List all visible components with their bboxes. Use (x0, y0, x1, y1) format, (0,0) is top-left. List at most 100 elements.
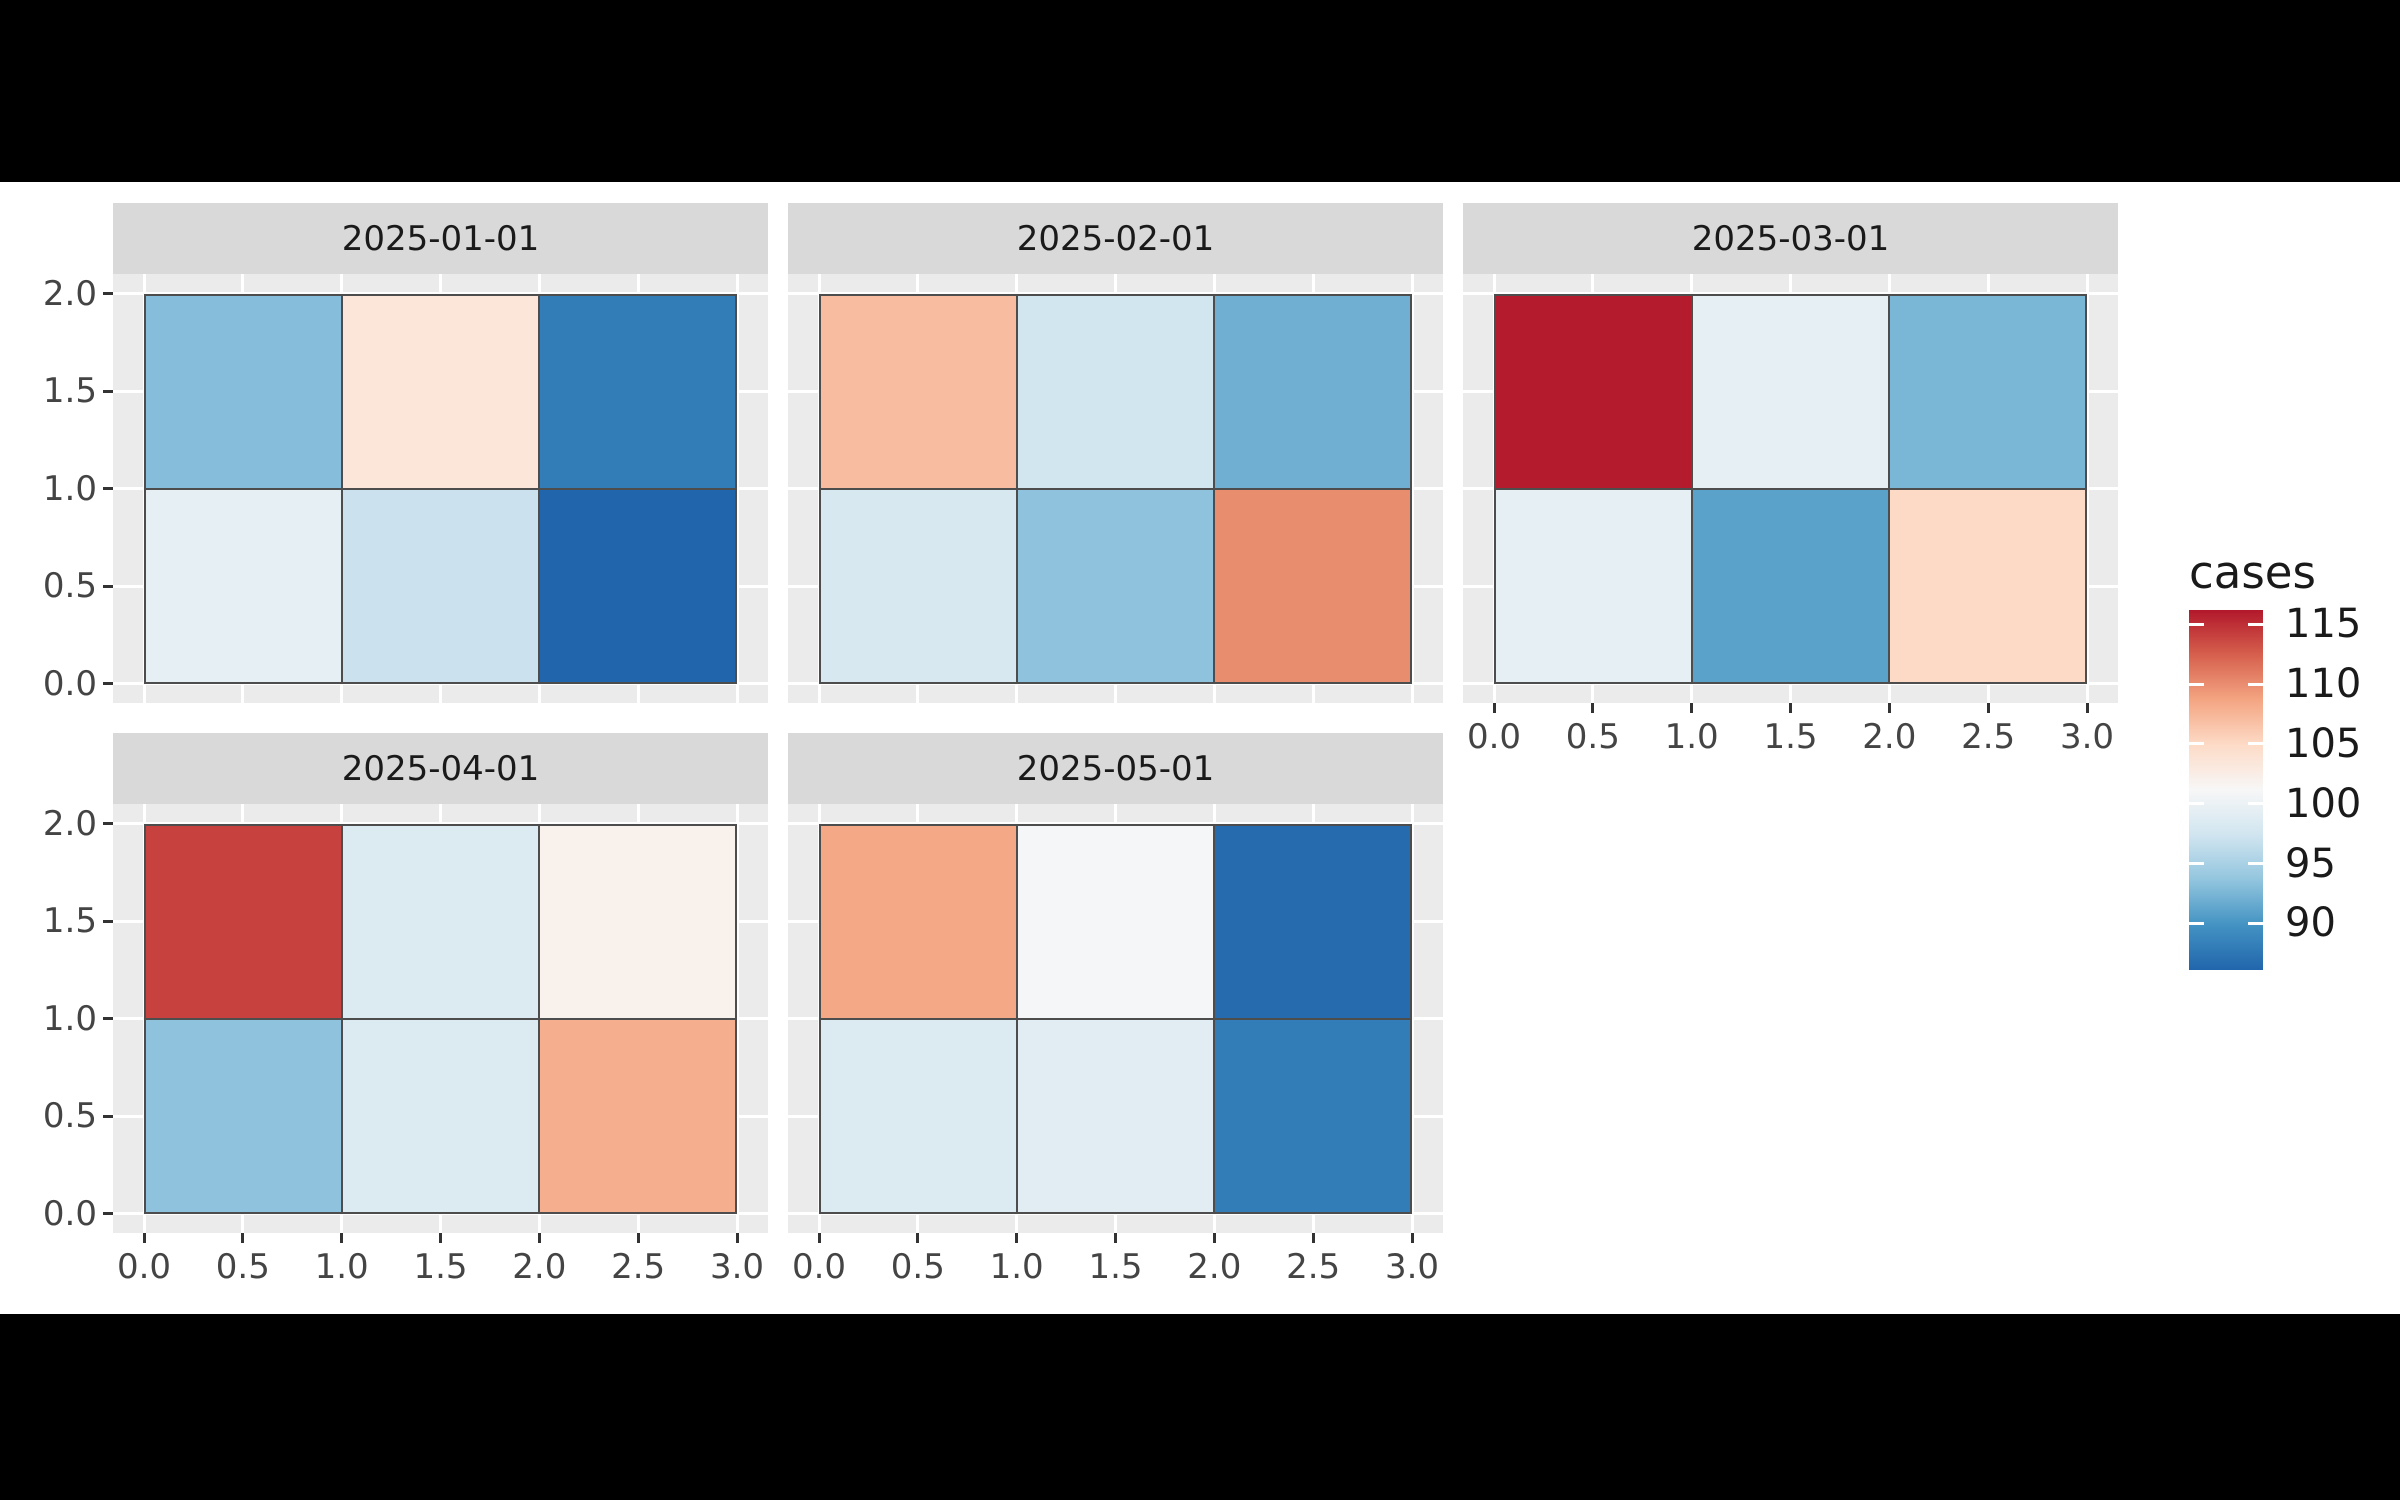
x-axis-tick (537, 1233, 541, 1243)
y-axis-tick (103, 1212, 113, 1215)
colorbar-tick-left (2189, 742, 2204, 746)
x-axis-tick (1212, 1233, 1216, 1243)
y-axis-label: 0.0 (42, 663, 97, 704)
heatmap-cell (820, 488, 1017, 683)
heatmap-cell (1214, 294, 1411, 489)
colorbar-tick-right (2248, 622, 2263, 626)
y-axis-tick (103, 1114, 113, 1118)
y-axis-tick (103, 584, 113, 588)
x-axis-label: 0.0 (1466, 717, 1522, 757)
y-axis-label: 1.0 (42, 998, 97, 1039)
x-axis-label: 1.0 (314, 1247, 369, 1287)
heatmap-cells (819, 823, 1412, 1214)
x-axis-label: 1.0 (1664, 717, 1719, 757)
x-axis-label: 2.5 (1961, 717, 2016, 757)
colorbar-label: 95 (2285, 840, 2336, 887)
x-axis-label: 2.0 (1187, 1247, 1242, 1287)
heatmap-cells (819, 293, 1412, 684)
facet-panel (113, 804, 768, 1233)
facet-title: 2025-02-01 (1016, 218, 1215, 259)
y-axis-tick (103, 682, 113, 685)
x-axis-tick (1591, 703, 1595, 713)
heatmap-cell (1214, 1018, 1411, 1213)
heatmap-cell (145, 824, 342, 1019)
x-axis-label: 3.0 (2059, 717, 2115, 757)
x-axis-tick (916, 1233, 920, 1243)
heatmap-cell (539, 488, 736, 683)
heatmap-cells (144, 823, 737, 1214)
y-axis-label: 2.0 (42, 273, 97, 314)
y-axis-label: 2.0 (42, 803, 97, 844)
x-axis-tick (1690, 703, 1694, 713)
x-axis-tick (1492, 703, 1496, 713)
x-axis-tick (1015, 1233, 1019, 1243)
y-axis-label: 1.5 (42, 901, 97, 941)
x-axis-label: 3.0 (1384, 1247, 1440, 1287)
x-axis-label: 0.5 (215, 1247, 270, 1287)
heatmap-cell (145, 294, 342, 489)
facet-panel (113, 274, 768, 703)
x-axis-label: 0.5 (1565, 717, 1620, 757)
heatmap-cell (1692, 488, 1889, 683)
x-axis-label: 1.5 (1088, 1247, 1143, 1287)
colorbar-tick-right (2248, 682, 2263, 686)
heatmap-cell (342, 294, 539, 489)
x-axis-tick (1311, 1233, 1315, 1243)
x-axis-label: 2.5 (1286, 1247, 1341, 1287)
colorbar-tick-left (2189, 802, 2204, 806)
colorbar-label: 110 (2285, 661, 2362, 708)
x-axis-tick (1986, 703, 1990, 713)
x-axis-label: 0.0 (116, 1247, 172, 1287)
x-axis-tick (2085, 703, 2089, 713)
facet-panel (788, 804, 1443, 1233)
facet-title: 2025-05-01 (1016, 748, 1215, 789)
x-axis-tick (340, 1233, 344, 1243)
facet-strip: 2025-03-01 (1463, 203, 2118, 274)
heatmap-cells (1494, 293, 2087, 684)
x-axis-tick (439, 1233, 442, 1243)
legend-title: cases (2189, 546, 2316, 599)
y-axis-label: 1.5 (42, 371, 97, 411)
facet-title: 2025-01-01 (341, 218, 540, 259)
y-axis-tick (103, 1017, 113, 1020)
gridline-y (788, 1212, 1443, 1215)
y-axis-tick (103, 292, 113, 295)
heatmap-cell (145, 488, 342, 683)
gridline-y (1463, 682, 2118, 685)
heatmap-cell (1017, 1018, 1214, 1213)
y-axis-tick (103, 822, 113, 825)
y-axis-label: 1.0 (42, 468, 97, 509)
heatmap-cell (539, 1018, 736, 1213)
x-axis-tick (1114, 1233, 1117, 1243)
heatmap-cell (1017, 294, 1214, 489)
heatmap-cell (539, 824, 736, 1019)
x-axis-label: 1.5 (1763, 717, 1818, 757)
facet-strip: 2025-04-01 (113, 733, 768, 804)
x-axis-tick (142, 1233, 146, 1243)
heatmap-cell (1214, 488, 1411, 683)
x-axis-tick (241, 1233, 245, 1243)
heatmap-cell (1495, 488, 1692, 683)
y-axis-label: 0.5 (42, 1096, 97, 1136)
heatmap-cell (1214, 824, 1411, 1019)
x-axis-tick (1789, 703, 1792, 713)
facet-strip: 2025-01-01 (113, 203, 768, 274)
x-axis-tick (817, 1233, 821, 1243)
facet-strip: 2025-05-01 (788, 733, 1443, 804)
heatmap-cell (342, 488, 539, 683)
gridline-y (113, 682, 768, 685)
x-axis-label: 1.0 (989, 1247, 1044, 1287)
x-axis-label: 0.5 (890, 1247, 945, 1287)
colorbar-label: 105 (2285, 720, 2362, 767)
y-axis-label: 0.0 (42, 1193, 97, 1234)
heatmap-cell (145, 1018, 342, 1213)
colorbar-label: 90 (2285, 900, 2336, 947)
heatmap-cell (820, 294, 1017, 489)
x-axis-tick (1410, 1233, 1414, 1243)
y-axis-label: 0.5 (42, 566, 97, 606)
heatmap-cell (1692, 294, 1889, 489)
colorbar-tick-right (2248, 802, 2263, 806)
y-axis-tick (103, 487, 113, 490)
facet-title: 2025-03-01 (1691, 218, 1890, 259)
colorbar-label: 115 (2285, 601, 2362, 648)
